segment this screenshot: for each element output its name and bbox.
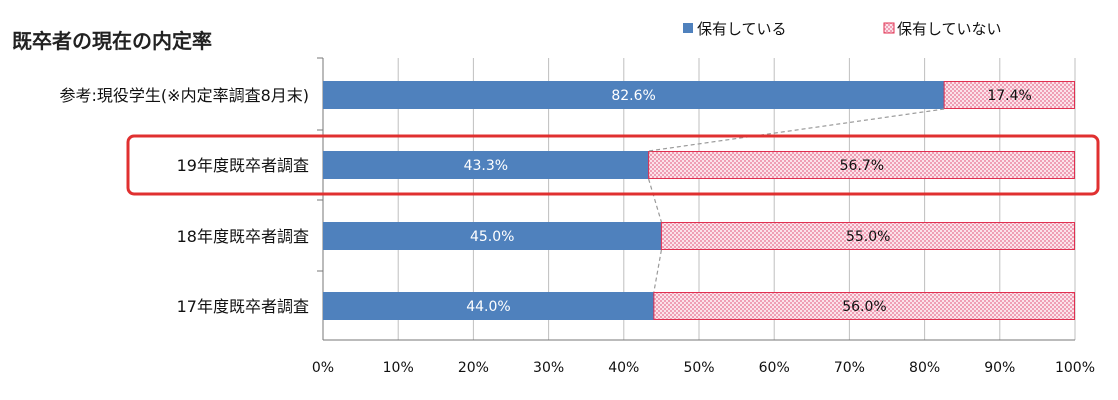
series-line — [648, 108, 945, 152]
chart-title: 既卒者の現在の内定率 — [12, 29, 212, 53]
legend-swatch — [883, 22, 895, 34]
x-tick-label: 20% — [458, 360, 489, 376]
legend-label: 保有している — [697, 20, 787, 38]
x-tick-label: 90% — [984, 360, 1015, 376]
bars: 82.6% 17.4% 43.3% 56.7% 45.0% 55.0% 44.0% 56.0% — [323, 81, 1076, 320]
x-tick-label: 0% — [312, 360, 334, 376]
highlight-box — [126, 134, 1100, 196]
series-line — [653, 249, 662, 293]
bar-segment-not-held — [648, 151, 1076, 179]
bar-segment-held — [323, 81, 945, 109]
connector-lines — [648, 108, 945, 293]
category-label: 17年度既卒者調査 — [177, 297, 309, 316]
series-line — [648, 178, 662, 223]
data-label: 55.0% — [846, 229, 890, 245]
data-label: 56.7% — [840, 158, 884, 174]
category-label: 参考:現役学生(※内定率調査8月末) — [60, 86, 309, 105]
data-label: 43.3% — [464, 158, 508, 174]
bar-segment-not-held — [653, 292, 1075, 320]
category-labels: 参考:現役学生(※内定率調査8月末) 19年度既卒者調査 18年度既卒者調査 17年度… — [60, 86, 1100, 316]
x-tick-label: 40% — [608, 360, 639, 376]
bar-segment-held — [323, 292, 654, 320]
category-label: 19年度既卒者調査 — [177, 156, 309, 175]
x-tick-label: 100% — [1055, 360, 1095, 376]
data-label: 56.0% — [842, 299, 886, 315]
category-label: 18年度既卒者調査 — [177, 227, 309, 246]
data-label: 44.0% — [466, 299, 510, 315]
data-label: 17.4% — [987, 88, 1031, 104]
x-tick-label: 80% — [909, 360, 940, 376]
legend-label: 保有していない — [897, 20, 1002, 38]
x-tick-label: 50% — [683, 360, 714, 376]
legend: 保有している 保有していない — [683, 20, 1002, 38]
x-tick-label: 10% — [383, 360, 414, 376]
bar-segment-not-held — [660, 222, 1076, 250]
x-axis: 0% 10% 20% 30% 40% 50% 60% 70% 80% 90% 100% — [312, 360, 1095, 376]
x-tick-label: 70% — [834, 360, 865, 376]
data-label: 45.0% — [470, 229, 514, 245]
x-tick-label: 60% — [759, 360, 790, 376]
bar-segment-held — [323, 222, 662, 250]
bar-segment-held — [323, 151, 649, 179]
legend-swatch — [683, 23, 693, 33]
x-tick-label: 30% — [533, 360, 564, 376]
data-label: 82.6% — [611, 88, 655, 104]
bar-segment-not-held — [943, 81, 1075, 109]
